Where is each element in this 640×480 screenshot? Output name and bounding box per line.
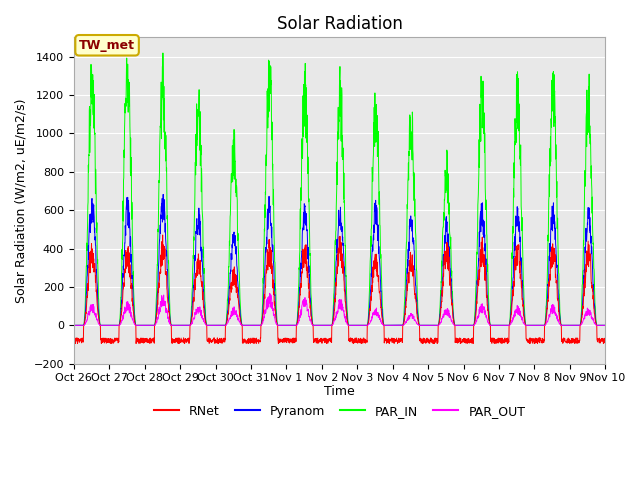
Pyranom — [70, 323, 77, 328]
PAR_IN — [494, 323, 502, 328]
RNet — [367, 305, 374, 311]
Y-axis label: Solar Radiation (W/m2, uE/m2/s): Solar Radiation (W/m2, uE/m2/s) — [15, 98, 28, 303]
Line: RNet: RNet — [74, 235, 605, 344]
Title: Solar Radiation: Solar Radiation — [276, 15, 403, 33]
Pyranom — [219, 323, 227, 328]
Line: PAR_OUT: PAR_OUT — [74, 293, 605, 325]
RNet — [494, 338, 502, 344]
PAR_IN — [555, 270, 563, 276]
Line: Pyranom: Pyranom — [74, 194, 605, 325]
RNet — [70, 336, 77, 341]
Line: PAR_IN: PAR_IN — [74, 53, 605, 325]
RNet — [555, 309, 563, 314]
PAR_OUT — [218, 323, 226, 328]
PAR_OUT — [570, 323, 577, 328]
X-axis label: Time: Time — [324, 385, 355, 398]
PAR_OUT — [602, 323, 609, 328]
PAR_IN — [367, 253, 374, 259]
RNet — [571, 341, 579, 347]
PAR_OUT — [355, 323, 363, 328]
RNet — [159, 232, 166, 238]
Pyranom — [367, 286, 374, 292]
PAR_IN — [159, 50, 167, 56]
Legend: RNet, Pyranom, PAR_IN, PAR_OUT: RNet, Pyranom, PAR_IN, PAR_OUT — [149, 400, 531, 423]
Pyranom — [159, 192, 167, 197]
PAR_IN — [355, 323, 363, 328]
Pyranom — [602, 323, 609, 328]
PAR_OUT — [494, 323, 502, 328]
RNet — [218, 337, 226, 343]
Pyranom — [570, 323, 577, 328]
PAR_OUT — [266, 290, 274, 296]
Text: TW_met: TW_met — [79, 39, 135, 52]
RNet — [355, 336, 363, 342]
RNet — [570, 339, 577, 345]
PAR_OUT — [70, 323, 77, 328]
Pyranom — [495, 323, 502, 328]
RNet — [602, 336, 609, 341]
Pyranom — [355, 323, 363, 328]
PAR_IN — [570, 323, 577, 328]
PAR_IN — [602, 323, 609, 328]
PAR_OUT — [555, 319, 563, 324]
PAR_IN — [70, 323, 77, 328]
Pyranom — [555, 298, 563, 304]
Pyranom — [80, 323, 88, 328]
PAR_IN — [218, 323, 226, 328]
PAR_OUT — [367, 318, 374, 324]
